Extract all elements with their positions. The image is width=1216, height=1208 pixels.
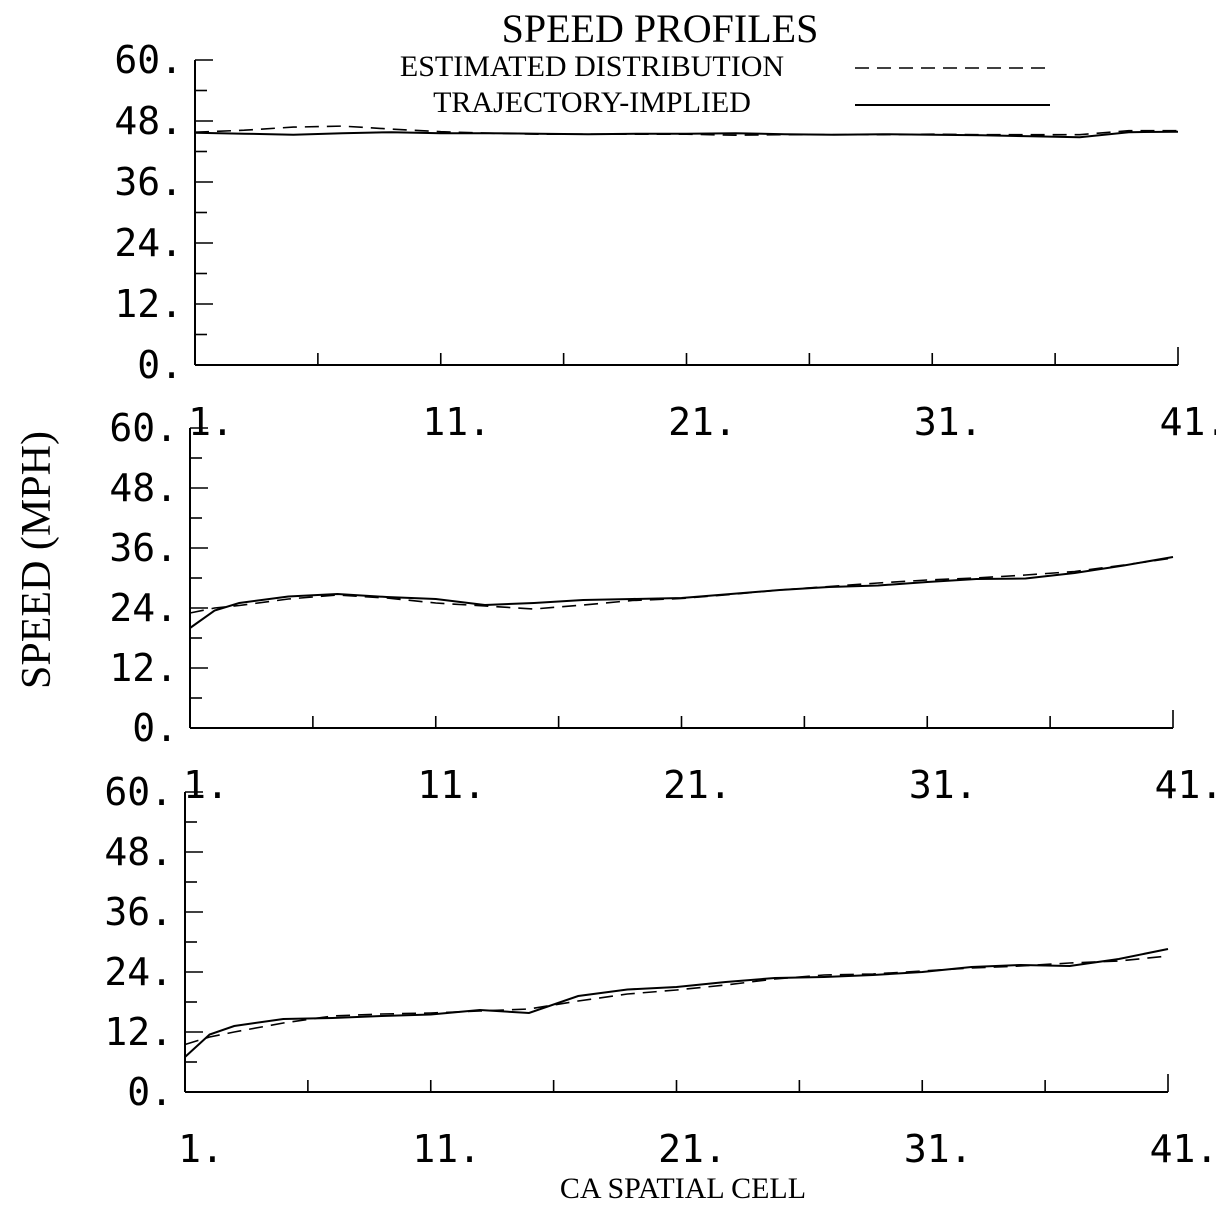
y-tick-label: 48.: [114, 99, 183, 143]
x-tick-label: 31.: [904, 1127, 973, 1171]
y-tick-label: 48.: [109, 466, 178, 510]
x-tick-label: 31.: [914, 400, 983, 444]
x-tick-label: 11.: [412, 1127, 481, 1171]
y-tick-label: 36.: [109, 526, 178, 570]
y-tick-label: 24.: [109, 586, 178, 630]
estimated-distribution-line: [189, 557, 1174, 614]
x-tick-label: 31.: [909, 763, 978, 807]
panel-3: 0. 12. 24. 36. 48. 60. 1. 11. 21. 31. 41.: [104, 770, 1216, 1171]
x-tick-label: 11.: [422, 400, 491, 444]
x-tick-label: 41.: [1150, 1127, 1216, 1171]
y-tick-label: 24.: [104, 950, 173, 994]
panel-1: 0. 12. 24. 36. 48. 60. 1. 11. 21. 31. 41.: [114, 38, 1216, 444]
x-tick-label: 1.: [178, 1127, 224, 1171]
y-tick-label: 0.: [127, 1070, 173, 1114]
y-tick-label: 60.: [114, 38, 183, 82]
y-axis-label: SPEED (MPH): [14, 431, 60, 689]
x-tick-label: 1.: [188, 400, 234, 444]
x-tick-label: 11.: [417, 763, 486, 807]
y-tick-label: 0.: [137, 343, 183, 387]
x-tick-label: 21.: [658, 1127, 727, 1171]
trajectory-implied-line: [184, 948, 1169, 1058]
legend-label-trajectory: TRAJECTORY-IMPLIED: [433, 86, 751, 119]
y-tick-label: 12.: [114, 282, 183, 326]
chart-title: SPEED PROFILES: [502, 6, 819, 51]
x-tick-label: 41.: [1155, 763, 1216, 807]
chart-panels: 0.12.24.36.48.60.1.11.21.31.41.0.12.24.3…: [104, 38, 1216, 1171]
y-tick-label: 36.: [114, 160, 183, 204]
y-tick-label: 0.: [132, 706, 178, 750]
y-tick-label: 24.: [114, 221, 183, 265]
y-tick-label: 60.: [104, 770, 173, 814]
legend-label-estimated: ESTIMATED DISTRIBUTION: [400, 50, 784, 83]
y-tick-label: 12.: [109, 646, 178, 690]
trajectory-implied-line: [189, 556, 1174, 629]
y-tick-label: 48.: [104, 830, 173, 874]
x-axis-label: CA SPATIAL CELL: [560, 1172, 806, 1205]
y-tick-label: 12.: [104, 1010, 173, 1054]
estimated-distribution-line: [184, 955, 1169, 1046]
trajectory-implied-line: [194, 130, 1179, 139]
legend: ESTIMATED DISTRIBUTION TRAJECTORY-IMPLIE…: [400, 50, 1050, 119]
x-tick-label: 21.: [663, 763, 732, 807]
x-tick-label: 41.: [1160, 400, 1216, 444]
x-tick-label: 1.: [183, 763, 229, 807]
y-tick-label: 36.: [104, 890, 173, 934]
panel-2: 0. 12. 24. 36. 48. 60. 1. 11. 21. 31. 41.: [109, 406, 1216, 807]
y-tick-label: 60.: [109, 406, 178, 450]
x-tick-label: 21.: [668, 400, 737, 444]
